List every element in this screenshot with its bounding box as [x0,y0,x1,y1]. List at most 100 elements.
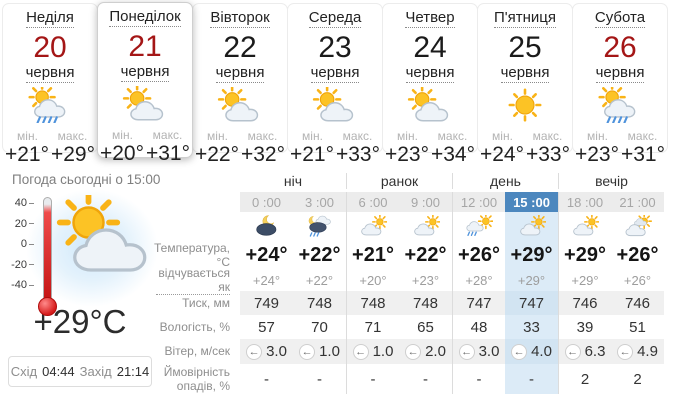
table-cell: 71 [346,315,399,339]
table-cell: 746 [611,291,664,315]
day-month-link[interactable]: червня [595,64,645,83]
daypart-day: день [452,173,558,189]
sunset-time: 21:14 [116,364,150,379]
thermometer-scale: 40 20 0 -20 -40 [2,193,34,296]
day-card-wednesday[interactable]: Середа 23 червня мін. макс. +21° +33° [287,3,383,166]
sunrise-label: Схід [10,364,38,379]
thermometer-tick: 0 [2,234,34,255]
day-card-saturday[interactable]: Субота 26 червня мін. макс. +23° +31° [572,3,668,166]
table-cell: - [317,370,322,388]
day-month-link[interactable]: червня [310,64,360,83]
max-label: макс. [627,129,658,143]
table-cell: +22° [404,243,447,266]
max-label: макс. [342,129,373,143]
thermometer-tick: -40 [2,275,34,296]
time-cell: 6 :00 [346,192,399,212]
day-name-link[interactable]: Неділя [26,9,74,28]
time-cell: 12 :00 [452,192,505,212]
time-row: 0 :00 3 :00 6 :00 9 :00 12 :00 15 :00 18… [156,192,673,212]
table-cell: +24° [245,243,288,266]
sun-cloud-icon [407,87,453,123]
table-cell: - [505,364,558,394]
wind-direction-icon: ← [458,343,475,360]
moon-cloud-rain-icon [306,215,334,237]
table-cell: 4.0 [531,343,552,360]
sunrise-time: 04:44 [42,364,75,379]
sun-rain-icon [465,215,493,237]
table-cell: 33 [505,315,558,339]
day-month-link[interactable]: червня [500,64,550,83]
wind-direction-icon: ← [564,343,581,360]
day-month-link[interactable]: червня [120,63,170,82]
min-label: мін. [17,129,38,143]
day-date: 25 [508,31,542,64]
max-temp: +34° [430,143,476,166]
day-month-link[interactable]: червня [25,64,75,83]
table-cell: +21° [346,240,399,270]
today-panel: Погода сьогодні о 15:00 40 20 0 -20 -40 … [0,170,161,394]
thermometer-tube [43,197,52,301]
today-title: Погода сьогодні о 15:00 [12,172,161,187]
day-name-link[interactable]: Четвер [405,9,455,28]
table-cell: 57 [258,318,275,336]
day-month-link[interactable]: червня [405,64,455,83]
day-name-link[interactable]: Вівторок [210,9,270,28]
table-cell: 749 [240,291,293,315]
hourly-forecast-table: ніч ранок день вечір 0 :00 3 :00 6 :00 9… [154,170,673,394]
min-label: мін. [587,129,608,143]
min-temp: +23° [384,143,430,166]
day-name-link[interactable]: Субота [594,9,646,28]
daypart-evening: вечір [558,173,664,189]
table-cell: 51 [629,318,646,336]
day-card-sunday[interactable]: Неділя 20 червня мін. макс. +21° +29° [2,3,98,166]
day-name-link[interactable]: Середа [308,9,362,28]
table-cell: 746 [558,291,611,315]
table-cell: 3.0 [266,343,287,360]
max-label: макс. [247,129,278,143]
max-label: макс. [437,129,468,143]
current-temperature: +29°C [33,303,127,340]
table-cell: +28° [452,270,505,291]
day-month-link[interactable]: червня [215,64,265,83]
wind-direction-icon: ← [405,343,422,360]
day-name-link[interactable]: Понеділок [109,8,181,27]
table-cell: 2 [633,370,642,388]
table-cell: 747 [452,291,505,315]
table-cell: +22° [298,243,341,266]
day-card-thursday[interactable]: Четвер 24 червня мін. макс. +23° +34° [382,3,478,166]
table-cell: +29° [558,270,611,291]
row-label-pressure: Тиск, мм [182,295,230,310]
wind-row: Вітер, м/сек ← 3.0 ← 1.0 ← 1.0 ← 2.0 ← 3.0 ← 4… [156,339,673,364]
day-name-link[interactable]: П'ятниця [493,9,556,28]
sunset-label: Захід [79,364,112,379]
max-temp: +32° [240,143,286,166]
day-card-tuesday[interactable]: Вівторок 22 червня мін. макс. +22° +32° [192,3,288,166]
max-temp: +31° [145,142,191,165]
table-cell: 748 [346,291,399,315]
day-card-friday[interactable]: П'ятниця 25 червня мін. макс. +24° +33° [477,3,573,166]
min-label: мін. [207,129,228,143]
wind-direction-icon: ← [617,343,634,360]
time-cell: 3 :00 [293,192,346,212]
thermometer-bulb [38,297,57,316]
max-temp: +33° [335,143,381,166]
thermometer-tick: -20 [2,255,34,276]
week-forecast-strip: Неділя 20 червня мін. макс. +21° +29° Поне… [0,0,673,166]
table-cell: 2.0 [425,343,446,360]
day-date: 20 [33,31,67,64]
humidity-row: Вологість, % 57 70 71 65 48 33 39 51 [156,315,673,339]
day-card-monday[interactable]: Понеділок 21 червня мін. макс. +20° +31° [97,2,193,165]
sun-cloud-icon [122,86,168,122]
table-cell: 3.0 [478,343,500,360]
precipitation-row: Ймовірність опадів, % - - - - - - 2 2 [156,364,673,394]
row-label-feels-like[interactable]: відчувається як [156,266,230,296]
day-date: 23 [318,31,352,64]
min-label: мін. [112,128,133,142]
min-temp: +22° [194,143,240,166]
min-label: мін. [492,129,513,143]
max-label: макс. [152,128,183,142]
min-temp: +21° [4,143,50,166]
hour-icons-row [156,212,673,240]
daypart-header-row: ніч ранок день вечір [156,170,673,192]
cloud-sun-icon [571,215,599,237]
